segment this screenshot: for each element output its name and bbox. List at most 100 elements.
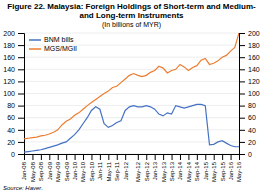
y-tick: 180 [3,42,24,49]
x-tick: Jan-13 [152,154,158,180]
x-tick-label: Sep-09 [64,161,70,181]
x-tick-mark [91,154,92,160]
x-tick: May-16 [236,154,242,182]
x-tick-label: Jan-08 [21,161,27,180]
y2-tick-mark [239,94,245,95]
x-tick: Sep-11 [114,154,120,181]
plot: 0204060801001201401601802000204060801001… [3,30,259,182]
x-tick-mark [58,154,59,160]
x-tick: May-12 [135,154,141,182]
x-tick-mark [146,154,147,160]
x-tick: Sep-09 [64,154,70,181]
x-tick-label: Sep-15 [220,161,226,181]
y-tick: 0 [11,151,24,158]
x-tick: Jan-14 [177,154,183,180]
grid-line [24,81,239,82]
x-tick: May-13 [161,154,167,182]
x-tick-label: Sep-12 [144,161,150,181]
x-tick: Jan-11 [97,154,103,180]
x-tick-label: May-14 [186,161,192,182]
y-tick-mark [18,106,24,107]
y2-tick-label: 100 [248,90,260,97]
y2-tick-mark [239,106,245,107]
x-tick-label: Jan-16 [228,161,234,180]
y2-tick: 0 [239,151,252,158]
grid-line [24,93,239,94]
x-tick: Sep-13 [169,154,175,181]
x-tick-label: Jan-09 [47,161,53,180]
x-tick-label: Jan-15 [203,161,209,180]
y-tick-label: 140 [3,66,15,73]
y-tick: 140 [3,66,24,73]
x-tick-label: May-15 [211,161,217,182]
title-line: and Long-term Instruments [79,11,184,20]
y-tick-label: 120 [3,78,15,85]
grid-line [24,33,239,34]
y2-tick: 120 [239,78,260,85]
y-tick-mark [18,130,24,131]
series-line [24,33,239,139]
legend-item: BNM bills [29,36,74,43]
y2-tick-mark [239,81,245,82]
y-axis-line [18,34,25,155]
y2-axis: 020406080100120140160180200 [239,30,260,158]
y-axis: 020406080100120140160180200 [3,30,24,158]
y2-tick-mark [239,33,245,34]
x-tick-mark [75,154,76,160]
y-tick-mark [18,57,24,58]
x-tick-mark [100,154,101,160]
y2-tick-mark [239,130,245,131]
y-tick-label: 0 [11,151,15,158]
x-tick-label: Sep-08 [38,161,44,181]
title: Figure 22. Malaysia: Foreign Holdings of… [7,2,256,20]
legend-item: MGS/MGII [29,45,77,52]
y2-tick: 140 [239,66,260,73]
y2-tick: 40 [239,127,256,134]
y2-tick-label: 60 [248,114,256,121]
x-tick: Sep-08 [38,154,44,181]
x-tick: May-10 [80,154,86,182]
y-tick-mark [18,94,24,95]
y2-tick-label: 200 [248,30,260,37]
y2-tick-mark [239,69,245,70]
x-tick-mark [41,154,42,160]
y2-tick-label: 140 [248,66,260,73]
y-tick: 40 [7,127,24,134]
y2-tick: 20 [239,139,256,146]
x-tick-mark [188,154,189,160]
y2-tick-mark [239,45,245,46]
legend-label: MGS/MGII [44,45,77,52]
y-tick-label: 20 [7,139,15,146]
y2-tick-label: 160 [248,54,260,61]
x-tick: May-14 [186,154,192,182]
x-tick: Jan-12 [123,154,129,180]
y2-tick-label: 0 [248,151,252,158]
x-tick: Jan-08 [21,154,27,180]
legend-swatch [29,48,41,50]
y-tick: 200 [3,30,24,37]
x-tick-mark [163,154,164,160]
x-tick-mark [24,154,25,160]
x-tick: May-08 [30,154,36,182]
x-tick-mark [83,154,84,160]
x-tick-mark [138,154,139,160]
grid-line [24,141,239,142]
x-tick-mark [32,154,33,160]
legend-label: BNM bills [44,36,74,43]
y-tick: 80 [7,102,24,109]
x-tick-label: May-09 [55,161,61,182]
x-tick: May-11 [106,154,112,182]
y2-tick-label: 20 [248,139,256,146]
x-tick-label: Jan-14 [177,161,183,180]
x-tick-label: Jan-12 [123,161,129,180]
x-tick-label: May-10 [80,161,86,182]
y-tick-mark [18,81,24,82]
annotation: Source: Haver. [3,185,43,191]
y-tick: 100 [3,90,24,97]
y-tick-mark [18,142,24,143]
x-tick-mark [214,154,215,160]
x-tick: Jan-15 [203,154,209,180]
x-tick-label: May-11 [106,161,112,181]
y2-tick-label: 120 [248,78,260,85]
x-tick-label: Sep-13 [169,161,175,181]
